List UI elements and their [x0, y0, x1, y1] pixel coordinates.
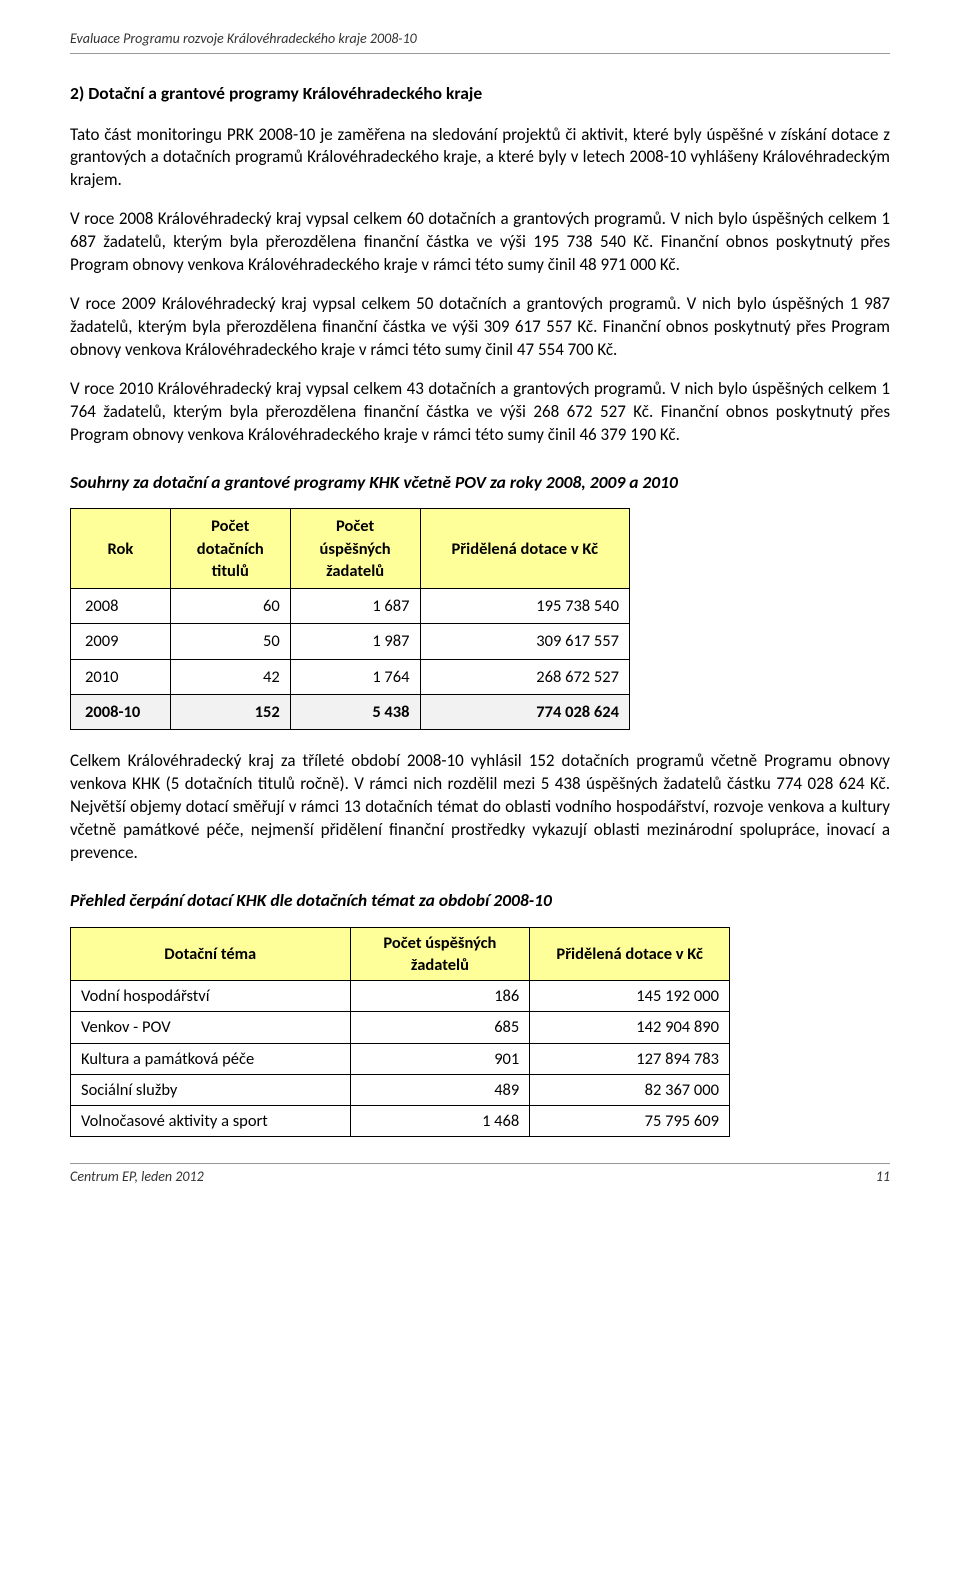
cell-zadatele-total: 5 438 [290, 694, 420, 729]
cell-zadatele: 489 [350, 1074, 530, 1105]
table-row: Volnočasové aktivity a sport 1 468 75 79… [71, 1106, 730, 1137]
paragraph-5: Celkem Královéhradecký kraj za tříleté o… [70, 750, 890, 865]
cell-year-total: 2008-10 [71, 694, 171, 729]
cell-zadatele: 901 [350, 1043, 530, 1074]
cell-theme: Venkov - POV [71, 1012, 351, 1043]
cell-theme: Sociální služby [71, 1074, 351, 1105]
cell-zadatele: 1 468 [350, 1106, 530, 1137]
paragraph-3: V roce 2009 Královéhradecký kraj vypsal … [70, 293, 890, 362]
cell-theme: Kultura a památková péče [71, 1043, 351, 1074]
cell-tituly: 42 [170, 659, 290, 694]
section-title: 2) Dotační a grantové programy Královéhr… [70, 82, 890, 106]
cell-dotace: 127 894 783 [530, 1043, 730, 1074]
table-row: 2008 60 1 687 195 738 540 [71, 589, 630, 624]
cell-theme: Volnočasové aktivity a sport [71, 1106, 351, 1137]
cell-tituly: 50 [170, 624, 290, 659]
col-header-dotace: Přidělená dotace v Kč [530, 927, 730, 981]
cell-zadatele: 1 764 [290, 659, 420, 694]
table-header-row: Rok Počet dotačních titulů Počet úspěšný… [71, 509, 630, 589]
table-header-row: Dotační téma Počet úspěšných žadatelů Př… [71, 927, 730, 981]
cell-dotace: 268 672 527 [420, 659, 629, 694]
footer-page-number: 11 [876, 1168, 890, 1187]
col-header-zadatele: Počet úspěšných žadatelů [290, 509, 420, 589]
cell-theme: Vodní hospodářství [71, 981, 351, 1012]
col-header-dotace: Přidělená dotace v Kč [420, 509, 629, 589]
themes-table: Dotační téma Počet úspěšných žadatelů Př… [70, 927, 730, 1138]
subheading-themes: Přehled čerpání dotací KHK dle dotačních… [70, 889, 890, 913]
subheading-summary: Souhrny za dotační a grantové programy K… [70, 471, 890, 495]
table-row: Venkov - POV 685 142 904 890 [71, 1012, 730, 1043]
col-header-tituly: Počet dotačních titulů [170, 509, 290, 589]
cell-zadatele: 1 687 [290, 589, 420, 624]
table-row: Vodní hospodářství 186 145 192 000 [71, 981, 730, 1012]
table-row: 2009 50 1 987 309 617 557 [71, 624, 630, 659]
cell-dotace-total: 774 028 624 [420, 694, 629, 729]
col-header-zadatele: Počet úspěšných žadatelů [350, 927, 530, 981]
cell-year: 2009 [71, 624, 171, 659]
cell-zadatele: 1 987 [290, 624, 420, 659]
col-header-theme: Dotační téma [71, 927, 351, 981]
table-row: Sociální služby 489 82 367 000 [71, 1074, 730, 1105]
table-row: Kultura a památková péče 901 127 894 783 [71, 1043, 730, 1074]
paragraph-4: V roce 2010 Královéhradecký kraj vypsal … [70, 378, 890, 447]
page-footer: Centrum EP, leden 2012 11 [70, 1163, 890, 1187]
cell-zadatele: 186 [350, 981, 530, 1012]
cell-year: 2010 [71, 659, 171, 694]
col-header-rok: Rok [71, 509, 171, 589]
cell-dotace: 309 617 557 [420, 624, 629, 659]
cell-dotace: 142 904 890 [530, 1012, 730, 1043]
paragraph-1: Tato část monitoringu PRK 2008-10 je zam… [70, 124, 890, 193]
summary-table: Rok Počet dotačních titulů Počet úspěšný… [70, 508, 630, 730]
page-header: Evaluace Programu rozvoje Královéhradeck… [70, 30, 890, 54]
footer-left: Centrum EP, leden 2012 [70, 1168, 204, 1187]
cell-year: 2008 [71, 589, 171, 624]
cell-dotace: 75 795 609 [530, 1106, 730, 1137]
cell-zadatele: 685 [350, 1012, 530, 1043]
paragraph-2: V roce 2008 Královéhradecký kraj vypsal … [70, 208, 890, 277]
cell-tituly: 60 [170, 589, 290, 624]
cell-dotace: 145 192 000 [530, 981, 730, 1012]
cell-dotace: 82 367 000 [530, 1074, 730, 1105]
cell-tituly-total: 152 [170, 694, 290, 729]
table-total-row: 2008-10 152 5 438 774 028 624 [71, 694, 630, 729]
table-row: 2010 42 1 764 268 672 527 [71, 659, 630, 694]
cell-dotace: 195 738 540 [420, 589, 629, 624]
